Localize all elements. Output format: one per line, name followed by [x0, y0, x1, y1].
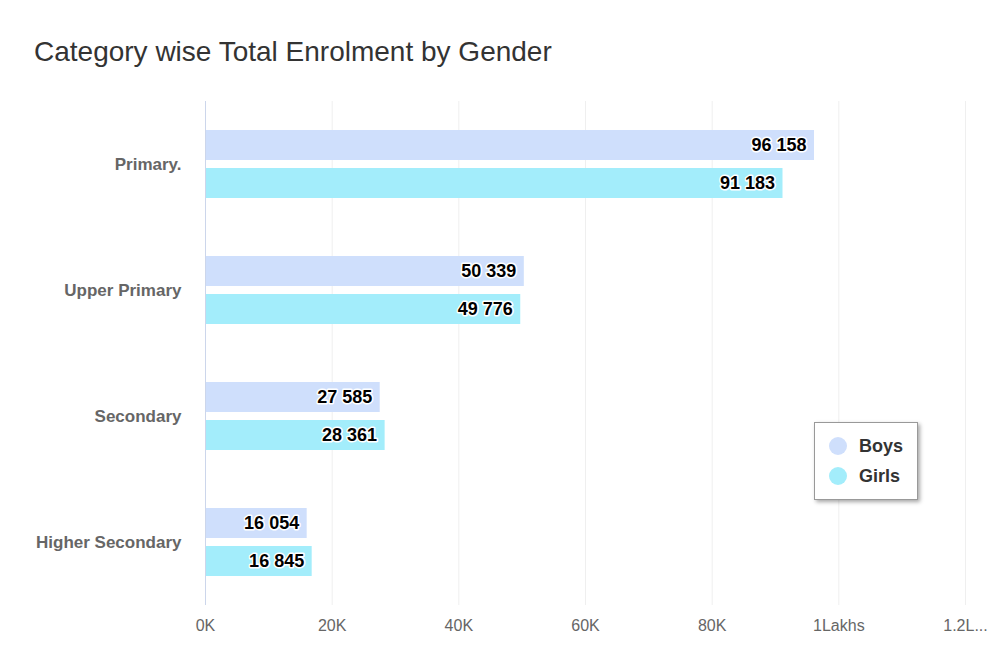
html-text:Girls: Girls [859, 465, 900, 486]
svg-text:16 054: 16 054 [244, 513, 299, 533]
svg-text:Higher Secondary: Higher Secondary [36, 533, 182, 552]
svg-text:16 845: 16 845 [249, 551, 304, 571]
svg-text:Secondary: Secondary [95, 407, 182, 426]
svg-text:96 158: 96 158 [751, 135, 806, 155]
svg-text:27 585: 27 585 [317, 387, 372, 407]
svg-text:50 339: 50 339 [461, 261, 516, 281]
svg-text:0K: 0K [196, 617, 216, 634]
svg-text:49 776: 49 776 [458, 299, 513, 319]
svg-text:28 361: 28 361 [322, 425, 377, 445]
svg-text:91 183: 91 183 [720, 173, 775, 193]
svg-text:40K: 40K [445, 617, 474, 634]
html-text:Category wise Total Enrolment: Category wise Total Enrolment by Gender [34, 36, 552, 67]
svg-text:Primary.: Primary. [115, 155, 182, 174]
svg-text:1Lakhs: 1Lakhs [813, 617, 865, 634]
html-text:Boys: Boys [859, 435, 903, 456]
svg-text:1.2L...: 1.2L... [943, 617, 987, 634]
svg-text:80K: 80K [698, 617, 727, 634]
svg-text:60K: 60K [571, 617, 600, 634]
svg-text:Upper Primary: Upper Primary [64, 281, 182, 300]
svg-text:20K: 20K [318, 617, 347, 634]
